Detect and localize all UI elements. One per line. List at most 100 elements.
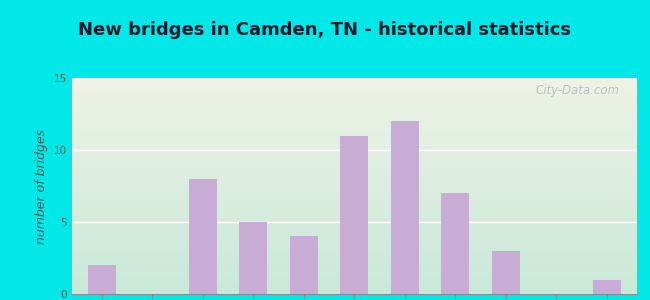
Bar (72, 199, 637, 200)
Bar (72, 132, 637, 133)
Bar (72, 161, 637, 162)
Bar (72, 280, 637, 281)
Bar (72, 102, 637, 103)
Bar (72, 85, 637, 86)
Bar (72, 95, 637, 96)
Bar (72, 289, 637, 290)
Bar (290, 236, 318, 294)
Bar (72, 244, 637, 245)
Bar (72, 212, 637, 213)
Bar (239, 222, 267, 294)
Bar (72, 124, 637, 125)
Bar (72, 197, 637, 198)
Text: New bridges in Camden, TN - historical statistics: New bridges in Camden, TN - historical s… (79, 21, 571, 39)
Bar (189, 179, 216, 294)
Bar (72, 236, 637, 237)
Bar (72, 125, 637, 127)
Bar (72, 150, 637, 152)
Bar (72, 91, 637, 92)
Bar (72, 222, 637, 223)
Bar (72, 133, 637, 134)
Bar (72, 260, 637, 262)
Bar (72, 210, 637, 211)
Bar (72, 159, 637, 160)
Bar (72, 190, 637, 191)
Bar (72, 121, 637, 122)
Bar (72, 134, 637, 135)
Bar (72, 145, 637, 146)
Bar (72, 237, 637, 238)
Bar (72, 158, 637, 159)
Bar (72, 106, 637, 107)
Bar (72, 136, 637, 137)
Bar (72, 271, 637, 272)
Bar (72, 267, 637, 268)
Bar (72, 204, 637, 206)
Bar (72, 115, 637, 116)
Bar (72, 96, 637, 98)
Bar (72, 149, 637, 150)
Bar (72, 169, 637, 170)
Bar (72, 173, 637, 174)
Bar (72, 114, 637, 115)
Bar (72, 166, 637, 167)
Bar (72, 254, 637, 255)
Bar (72, 104, 637, 105)
Bar (72, 278, 637, 279)
Bar (72, 253, 637, 254)
Bar (72, 157, 637, 158)
Bar (72, 225, 637, 226)
Bar (72, 175, 637, 176)
Bar (72, 94, 637, 95)
Bar (72, 198, 637, 199)
Bar (72, 90, 637, 91)
Bar (72, 83, 637, 85)
Bar (72, 178, 637, 179)
Bar (72, 184, 637, 185)
Bar (72, 274, 637, 276)
Bar (72, 270, 637, 271)
Bar (72, 181, 637, 182)
Bar (72, 250, 637, 251)
Bar (72, 232, 637, 233)
Bar (72, 141, 637, 142)
Bar (72, 242, 637, 243)
Bar (72, 110, 637, 112)
Bar (72, 285, 637, 286)
Y-axis label: number of bridges: number of bridges (35, 128, 48, 244)
Bar (72, 256, 637, 257)
Bar (72, 233, 637, 235)
Bar (72, 283, 637, 284)
Bar (72, 118, 637, 119)
Bar (72, 194, 637, 195)
Bar (72, 238, 637, 239)
Bar (72, 229, 637, 230)
Bar (72, 214, 637, 215)
Bar (72, 268, 637, 269)
Bar (72, 172, 637, 173)
Bar (72, 162, 637, 163)
Bar (72, 245, 637, 247)
Bar (72, 266, 637, 267)
Bar (72, 231, 637, 232)
Text: City-Data.com: City-Data.com (536, 85, 620, 98)
Bar (72, 170, 637, 171)
Bar (492, 251, 519, 294)
Bar (72, 218, 637, 220)
Bar (72, 200, 637, 201)
Bar (72, 127, 637, 128)
Bar (72, 201, 637, 202)
Bar (72, 223, 637, 224)
Bar (593, 280, 621, 294)
Bar (72, 135, 637, 136)
Bar (72, 130, 637, 131)
Bar (72, 160, 637, 161)
Bar (72, 80, 637, 81)
Bar (72, 131, 637, 132)
Bar (72, 216, 637, 217)
Bar (72, 279, 637, 280)
Bar (72, 105, 637, 106)
Bar (72, 156, 637, 157)
Bar (72, 282, 637, 283)
Bar (72, 284, 637, 285)
